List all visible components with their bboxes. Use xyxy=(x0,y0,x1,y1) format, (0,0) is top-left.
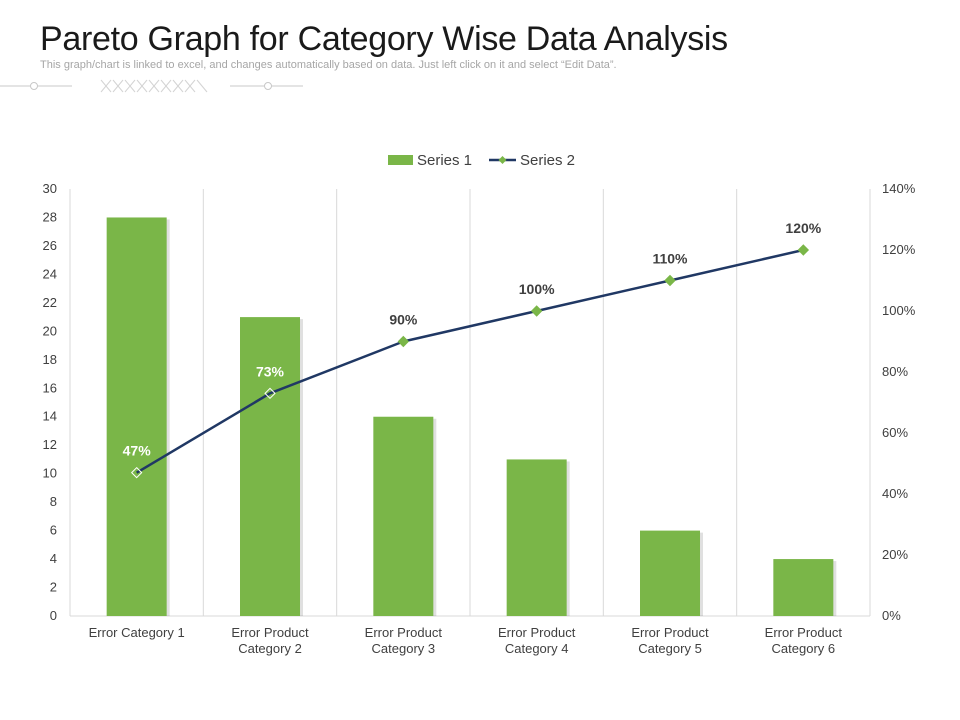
chart-legend: Series 1 Series 2 xyxy=(388,152,575,169)
left-axis-tick-label: 2 xyxy=(50,580,57,595)
right-axis: 0% 20% 40% 60% 80% 100% 120% 140% xyxy=(882,181,916,623)
bar xyxy=(373,416,434,616)
left-axis-tick-label: 8 xyxy=(50,494,57,509)
pareto-chart: Series 1 Series 2 47%73%90%100%110%120% 0… xyxy=(43,152,916,656)
x-axis-category-label: Error Product xyxy=(365,625,443,640)
decorative-divider xyxy=(0,79,303,93)
page-subtitle: This graph/chart is linked to excel, and… xyxy=(40,59,617,71)
series-2-marker xyxy=(530,305,543,317)
left-axis-tick-label: 30 xyxy=(43,181,57,196)
x-axis-category-label: Error Product xyxy=(631,625,709,640)
series-2-data-label: 73% xyxy=(256,363,285,379)
bar xyxy=(106,217,167,616)
x-axis-category-label: Error Product xyxy=(231,625,309,640)
line-series xyxy=(130,244,810,479)
x-axis-category-label: Error Category 1 xyxy=(89,625,185,640)
series-2-data-label: 90% xyxy=(389,312,418,328)
left-axis-tick-label: 4 xyxy=(50,551,57,566)
page-title: Pareto Graph for Category Wise Data Anal… xyxy=(40,20,728,58)
right-axis-tick-label: 80% xyxy=(882,364,908,379)
series-2-marker xyxy=(264,387,276,400)
right-axis-tick-label: 100% xyxy=(882,303,916,318)
divider-dot-right xyxy=(264,82,272,90)
series-2-marker xyxy=(130,466,143,479)
bar xyxy=(240,317,300,616)
bar xyxy=(506,459,567,616)
left-axis-tick-label: 12 xyxy=(43,437,57,452)
legend-label-series-2: Series 2 xyxy=(520,152,575,169)
x-axis-category-label: Category 5 xyxy=(638,641,702,656)
left-axis-tick-label: 6 xyxy=(50,523,57,538)
bar xyxy=(640,530,700,616)
left-axis-tick-label: 14 xyxy=(43,409,57,424)
left-axis-tick-label: 10 xyxy=(43,466,57,481)
left-axis-tick-label: 28 xyxy=(43,209,57,224)
bar xyxy=(773,559,834,616)
series-2-marker xyxy=(664,274,676,287)
divider-cross-pattern xyxy=(100,79,208,93)
left-axis-tick-label: 24 xyxy=(43,266,57,281)
x-axis-category-label: Category 6 xyxy=(772,641,836,656)
series-2-data-label: 120% xyxy=(785,220,821,236)
data-labels: 47% 73% 90% 100% 110% 120% xyxy=(123,220,822,459)
series-2-data-label: 47% xyxy=(123,443,152,459)
right-axis-tick-label: 140% xyxy=(882,181,916,196)
left-axis-tick-label: 22 xyxy=(43,295,57,310)
left-axis-tick-label: 16 xyxy=(43,380,57,395)
chart-gridlines xyxy=(69,189,871,617)
left-axis-tick-label: 18 xyxy=(43,352,57,367)
series-2-data-label: 110% xyxy=(652,251,688,267)
bar-series xyxy=(106,217,837,616)
right-axis-tick-label: 0% xyxy=(882,608,901,623)
right-axis-tick-label: 120% xyxy=(882,242,916,257)
legend-label-series-1: Series 1 xyxy=(417,152,472,169)
legend-marker-series-2 xyxy=(498,156,507,164)
divider-dot-left xyxy=(30,82,38,90)
legend-swatch-series-1 xyxy=(388,155,413,165)
x-axis-category-label: Error Product xyxy=(498,625,576,640)
x-axis-category-label: Category 4 xyxy=(505,641,569,656)
left-axis-tick-label: 26 xyxy=(43,238,57,253)
right-axis-tick-label: 60% xyxy=(882,425,908,440)
x-axis-category-label: Error Product xyxy=(765,625,843,640)
right-axis-tick-label: 40% xyxy=(882,486,908,501)
x-axis-category-label: Category 2 xyxy=(238,641,302,656)
series-2-data-label: 100% xyxy=(519,281,555,297)
left-axis-tick-label: 0 xyxy=(50,608,57,623)
series-2-line xyxy=(136,248,804,474)
left-axis-tick-label: 20 xyxy=(43,323,57,338)
x-axis-category-label: Category 3 xyxy=(372,641,436,656)
series-2-marker xyxy=(397,335,410,348)
right-axis-tick-label: 20% xyxy=(882,547,908,562)
series-2-marker xyxy=(797,244,810,256)
